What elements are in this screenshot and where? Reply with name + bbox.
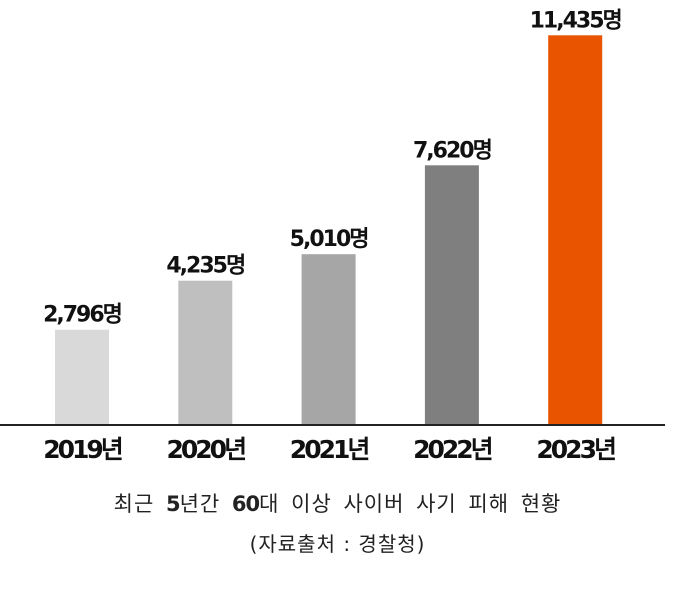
tick-labels-group: 2019년 2020년 2021년 2022년 2023년 <box>43 435 618 464</box>
value-label-1: 4,235명 <box>166 254 244 279</box>
x-tick-label-4: 2023년 <box>536 435 615 464</box>
x-tick-label-1: 2020년 <box>167 435 246 464</box>
chart-caption-source: (자료출처 : 경찰청) <box>249 532 426 556</box>
bar-3 <box>424 165 479 426</box>
value-label-4: 11,435명 <box>530 8 621 33</box>
bars-group <box>55 35 603 426</box>
caption-part-age: 60 <box>231 492 260 516</box>
caption-part-years: 5 <box>165 492 181 516</box>
caption-part-3: 년간 <box>179 492 232 516</box>
value-label-3: 7,620명 <box>413 138 491 163</box>
bar-4 <box>548 35 603 426</box>
x-tick-label-2: 2021년 <box>290 435 369 464</box>
bar-2 <box>301 254 356 425</box>
bar-0 <box>55 329 109 425</box>
x-tick-label-0: 2019년 <box>43 435 122 464</box>
value-labels-group: 2,796명 4,235명 5,010명 7,620명 11,435명 <box>43 8 623 328</box>
value-label-2: 5,010명 <box>290 227 368 252</box>
bar-1 <box>178 280 233 425</box>
x-tick-label-3: 2022년 <box>413 435 492 464</box>
caption-part-1: 최근 <box>113 492 166 516</box>
value-label-0: 2,796명 <box>43 303 121 328</box>
caption-part-5: 대 이상 사이버 사기 피해 현황 <box>259 492 562 516</box>
chart-caption-title: 최근 5년간 60대 이상 사이버 사기 피해 현황 <box>0 488 675 518</box>
